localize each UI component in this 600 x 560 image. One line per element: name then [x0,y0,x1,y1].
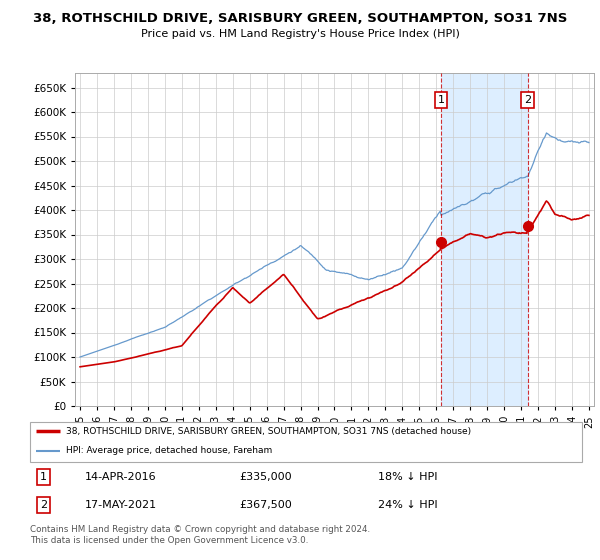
Text: HPI: Average price, detached house, Fareham: HPI: Average price, detached house, Fare… [66,446,272,455]
Text: £335,000: £335,000 [240,472,292,482]
Text: £367,500: £367,500 [240,500,293,510]
Text: 14-APR-2016: 14-APR-2016 [85,472,157,482]
Text: 24% ↓ HPI: 24% ↓ HPI [378,500,437,510]
FancyBboxPatch shape [30,422,582,462]
Text: Contains HM Land Registry data © Crown copyright and database right 2024.
This d: Contains HM Land Registry data © Crown c… [30,525,370,545]
Text: 38, ROTHSCHILD DRIVE, SARISBURY GREEN, SOUTHAMPTON, SO31 7NS: 38, ROTHSCHILD DRIVE, SARISBURY GREEN, S… [33,12,567,25]
Text: Price paid vs. HM Land Registry's House Price Index (HPI): Price paid vs. HM Land Registry's House … [140,29,460,39]
Text: 2: 2 [524,95,531,105]
Text: 1: 1 [437,95,445,105]
Text: 38, ROTHSCHILD DRIVE, SARISBURY GREEN, SOUTHAMPTON, SO31 7NS (detached house): 38, ROTHSCHILD DRIVE, SARISBURY GREEN, S… [66,427,471,436]
Text: 1: 1 [40,472,47,482]
Text: 17-MAY-2021: 17-MAY-2021 [85,500,157,510]
Bar [441,73,527,406]
Text: 2: 2 [40,500,47,510]
Text: 18% ↓ HPI: 18% ↓ HPI [378,472,437,482]
